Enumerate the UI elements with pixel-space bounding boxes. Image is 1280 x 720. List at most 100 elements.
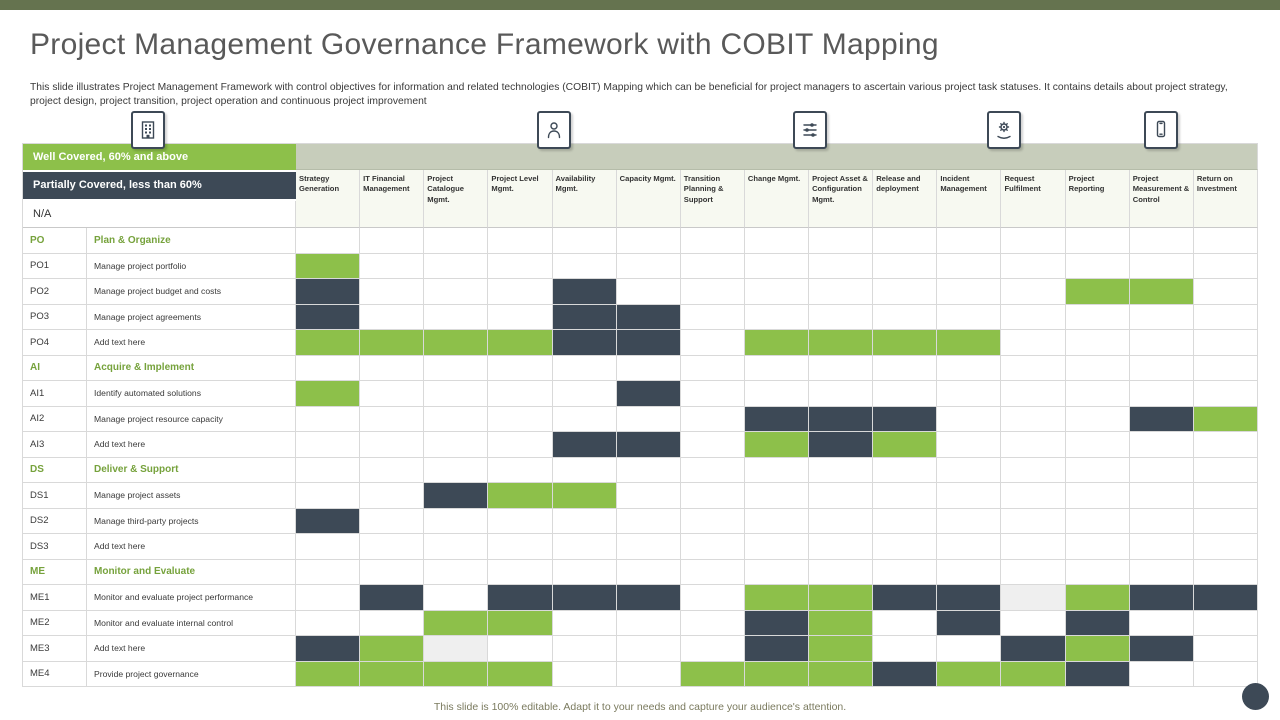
cell-well-covered xyxy=(1065,585,1130,611)
cell-empty xyxy=(296,559,361,585)
cobit-mapping-matrix: Well Covered, 60% and above Partially Co… xyxy=(22,143,1258,687)
cell-partially-covered xyxy=(809,432,874,458)
cell-empty xyxy=(1001,559,1066,585)
cell-empty xyxy=(360,508,425,534)
cell-empty xyxy=(1193,253,1258,279)
matrix-row: AI2 Manage project resource capacity xyxy=(23,406,1258,432)
header-band xyxy=(296,144,1258,170)
cell-empty xyxy=(1193,636,1258,662)
cell-empty xyxy=(744,483,810,509)
row-label: Monitor and evaluate project performance xyxy=(87,585,296,611)
cell-partially-covered xyxy=(616,381,681,407)
cell-partially-covered xyxy=(1129,636,1194,662)
cell-empty xyxy=(1129,330,1194,356)
cell-empty xyxy=(424,406,489,432)
cell-partially-covered xyxy=(296,279,361,305)
legend: Well Covered, 60% and above Partially Co… xyxy=(23,144,296,228)
row-label: Manage project resource capacity xyxy=(87,406,296,432)
group-row: PO Plan & Organize xyxy=(23,228,1258,254)
cell-partially-covered xyxy=(744,636,810,662)
row-code: PO3 xyxy=(23,304,87,330)
cell-empty xyxy=(488,253,553,279)
cell-partially-covered xyxy=(873,585,938,611)
cell-empty xyxy=(937,483,1002,509)
cell-partially-covered xyxy=(744,610,810,636)
cell-empty xyxy=(680,559,745,585)
cell-well-covered xyxy=(680,661,745,687)
cell-empty xyxy=(1129,457,1194,483)
cell-empty xyxy=(488,355,553,381)
cell-partially-covered xyxy=(552,279,617,305)
corner-circle-decoration xyxy=(1242,683,1269,710)
cell-empty xyxy=(873,559,938,585)
cell-empty xyxy=(488,381,553,407)
cell-partially-covered xyxy=(1065,661,1130,687)
legend-well-covered: Well Covered, 60% and above xyxy=(23,144,296,171)
cell-empty xyxy=(873,228,938,254)
group-row: DS Deliver & Support xyxy=(23,457,1258,483)
cell-partially-covered xyxy=(937,610,1002,636)
cell-well-covered xyxy=(1001,661,1066,687)
cell-empty xyxy=(360,559,425,585)
cell-empty xyxy=(744,279,810,305)
cell-empty xyxy=(1129,559,1194,585)
cell-empty xyxy=(1001,406,1066,432)
cell-empty xyxy=(1065,304,1130,330)
legend-well-covered-label: Well Covered, 60% and above xyxy=(33,151,189,164)
column-header: Return on Investment xyxy=(1193,170,1258,228)
cell-well-covered xyxy=(873,432,938,458)
row-label: Monitor and Evaluate xyxy=(87,559,296,585)
cell-empty xyxy=(616,636,681,662)
row-code: DS1 xyxy=(23,483,87,509)
cell-empty xyxy=(616,661,681,687)
cell-partially-covered xyxy=(552,432,617,458)
legend-partially-covered: Partially Covered, less than 60% xyxy=(23,172,296,199)
cell-empty xyxy=(552,559,617,585)
cell-well-covered xyxy=(488,330,553,356)
cell-empty xyxy=(616,228,681,254)
cell-partially-covered xyxy=(296,636,361,662)
cell-partially-covered xyxy=(873,406,938,432)
cell-empty xyxy=(937,559,1002,585)
slide-description: This slide illustrates Project Managemen… xyxy=(30,82,1228,108)
cell-empty xyxy=(680,457,745,483)
cell-well-covered xyxy=(424,610,489,636)
column-header: Request Fulfilment xyxy=(1001,170,1066,228)
cell-empty xyxy=(616,534,681,560)
cell-empty xyxy=(360,483,425,509)
cell-empty xyxy=(809,508,874,534)
cell-empty xyxy=(296,610,361,636)
cell-empty xyxy=(424,253,489,279)
cell-empty xyxy=(937,279,1002,305)
cell-empty xyxy=(1129,508,1194,534)
cell-empty xyxy=(488,457,553,483)
cell-empty xyxy=(1001,483,1066,509)
matrix-row: PO4 Add text here xyxy=(23,330,1258,356)
cell-empty xyxy=(616,610,681,636)
cell-empty xyxy=(1001,534,1066,560)
cell-empty xyxy=(1001,253,1066,279)
cell-empty xyxy=(680,508,745,534)
cell-partially-covered xyxy=(809,406,874,432)
group-row: AI Acquire & Implement xyxy=(23,355,1258,381)
cell-empty xyxy=(360,253,425,279)
cell-empty xyxy=(360,406,425,432)
cell-empty xyxy=(1193,330,1258,356)
cell-empty xyxy=(424,432,489,458)
column-header: Transition Planning & Support xyxy=(680,170,745,228)
matrix-row: AI1 Identify automated solutions xyxy=(23,381,1258,407)
cell-empty xyxy=(1129,381,1194,407)
cell-well-covered xyxy=(488,610,553,636)
cell-empty xyxy=(1193,304,1258,330)
cell-empty xyxy=(744,253,810,279)
group-row: ME Monitor and Evaluate xyxy=(23,559,1258,585)
row-code: AI xyxy=(23,355,87,381)
cell-empty xyxy=(1001,432,1066,458)
cell-partially-covered xyxy=(296,508,361,534)
cell-empty xyxy=(1001,381,1066,407)
cell-empty xyxy=(488,508,553,534)
cell-empty xyxy=(744,228,810,254)
column-header: Project Measurement & Control xyxy=(1129,170,1194,228)
cell-empty xyxy=(873,253,938,279)
cell-empty xyxy=(809,355,874,381)
